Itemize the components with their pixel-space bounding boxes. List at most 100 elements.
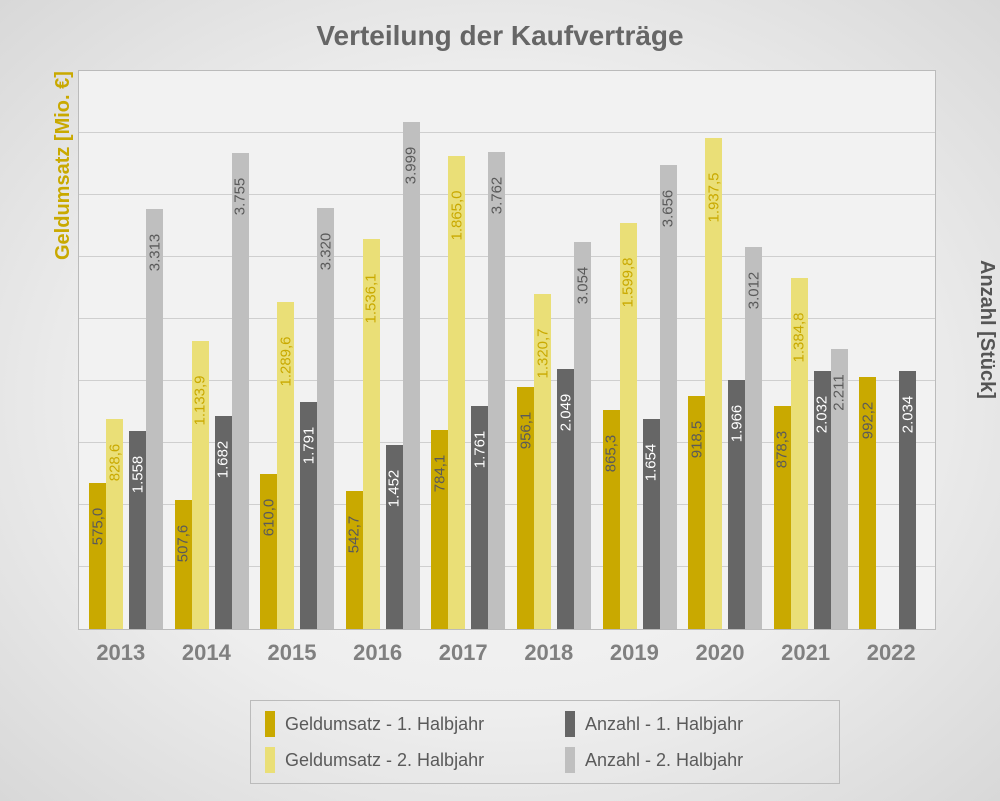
- bar-value-label: 542,7: [346, 516, 363, 554]
- bar-value-label: 3.313: [146, 234, 163, 272]
- y-axis-label-left: Geldumsatz [Mio. €]: [52, 71, 75, 260]
- x-axis-category: 2022: [848, 640, 934, 666]
- bar-value-label: 2.049: [557, 394, 574, 432]
- x-axis-category: 2021: [763, 640, 849, 666]
- bar-geldumsatz_h2: 1.599,8: [620, 223, 637, 629]
- bar-geldumsatz_h2: 1.133,9: [192, 341, 209, 629]
- bar-anzahl_h1: 1.654: [643, 419, 660, 629]
- legend-swatch: [565, 747, 575, 773]
- y-axis-label-right: Anzahl [Stück]: [975, 260, 998, 399]
- bar-value-label: 3.012: [745, 272, 762, 310]
- bar-value-label: 1.558: [129, 456, 146, 494]
- x-axis-category: 2017: [420, 640, 506, 666]
- bar-value-label: 1.536,1: [363, 274, 380, 324]
- legend-label: Geldumsatz - 2. Halbjahr: [285, 750, 484, 771]
- bar-value-label: 1.654: [643, 444, 660, 482]
- x-axis-category: 2016: [335, 640, 421, 666]
- bar-value-label: 1.452: [386, 470, 403, 508]
- legend-swatch: [265, 711, 275, 737]
- legend-item: Geldumsatz - 1. Halbjahr: [265, 711, 525, 737]
- bar-value-label: 992,2: [859, 402, 876, 440]
- bar-geldumsatz_h1: 610,0: [260, 474, 277, 629]
- bar-anzahl_h2: 3.054: [574, 242, 591, 629]
- legend-item: Geldumsatz - 2. Halbjahr: [265, 747, 525, 773]
- bar-geldumsatz_h1: 542,7: [346, 491, 363, 629]
- bar-value-label: 1.133,9: [192, 376, 209, 426]
- bar-anzahl_h2: 3.656: [660, 165, 677, 629]
- bar-value-label: 3.755: [232, 178, 249, 216]
- legend-item: Anzahl - 2. Halbjahr: [565, 747, 825, 773]
- bar-value-label: 1.791: [300, 427, 317, 465]
- bar-anzahl_h2: 3.999: [403, 122, 420, 629]
- bar-value-label: 1.966: [728, 404, 745, 442]
- bar-value-label: 828,6: [106, 444, 123, 482]
- legend-label: Anzahl - 1. Halbjahr: [585, 714, 743, 735]
- bar-value-label: 2.211: [831, 374, 848, 410]
- bar-anzahl_h1: 1.761: [471, 406, 488, 629]
- bar-value-label: 2.032: [814, 396, 831, 434]
- bar-geldumsatz_h1: 956,1: [517, 387, 534, 630]
- x-axis-category: 2013: [78, 640, 164, 666]
- bar-value-label: 575,0: [89, 508, 106, 546]
- bar-value-label: 1.682: [215, 440, 232, 478]
- bar-geldumsatz_h1: 918,5: [688, 396, 705, 629]
- bar-geldumsatz_h1: 992,2: [859, 377, 876, 629]
- bar-value-label: 956,1: [517, 411, 534, 449]
- bar-value-label: 507,6: [175, 525, 192, 563]
- bar-value-label: 1.865,0: [448, 190, 465, 240]
- bar-value-label: 3.656: [660, 190, 677, 228]
- bar-anzahl_h1: 2.032: [814, 371, 831, 629]
- bar-value-label: 1.289,6: [277, 336, 294, 386]
- x-axis-category: 2014: [164, 640, 250, 666]
- gridline: [79, 194, 935, 195]
- bar-geldumsatz_h1: 865,3: [603, 410, 620, 629]
- bar-geldumsatz_h2: 1.384,8: [791, 278, 808, 629]
- bar-geldumsatz_h2: 1.865,0: [448, 156, 465, 629]
- bar-value-label: 1.761: [471, 430, 488, 468]
- bar-anzahl_h1: 1.791: [300, 402, 317, 629]
- bar-anzahl_h1: 2.049: [557, 369, 574, 629]
- legend-swatch: [565, 711, 575, 737]
- bar-value-label: 610,0: [260, 499, 277, 537]
- bar-geldumsatz_h1: 878,3: [774, 406, 791, 629]
- bar-value-label: 3.054: [574, 266, 591, 304]
- chart-title: Verteilung der Kaufverträge: [0, 20, 1000, 52]
- bar-value-label: 784,1: [431, 455, 448, 493]
- bar-geldumsatz_h1: 575,0: [89, 483, 106, 629]
- bar-value-label: 865,3: [603, 434, 620, 472]
- bar-anzahl_h1: 1.558: [129, 431, 146, 629]
- gridline: [79, 256, 935, 257]
- x-axis-category: 2018: [506, 640, 592, 666]
- gridline: [79, 132, 935, 133]
- bar-value-label: 1.320,7: [534, 329, 551, 379]
- bar-geldumsatz_h1: 784,1: [431, 430, 448, 629]
- chart-legend: Geldumsatz - 1. Halbjahr Anzahl - 1. Halb…: [250, 700, 840, 784]
- bar-value-label: 918,5: [688, 421, 705, 459]
- bar-geldumsatz_h1: 507,6: [175, 500, 192, 629]
- bar-anzahl_h1: 1.452: [386, 445, 403, 629]
- bar-geldumsatz_h2: 1.320,7: [534, 294, 551, 629]
- legend-label: Geldumsatz - 1. Halbjahr: [285, 714, 484, 735]
- bar-value-label: 1.599,8: [620, 258, 637, 308]
- bar-value-label: 3.762: [488, 177, 505, 215]
- bar-value-label: 878,3: [774, 431, 791, 469]
- bar-geldumsatz_h2: 828,6: [106, 419, 123, 629]
- legend-label: Anzahl - 2. Halbjahr: [585, 750, 743, 771]
- legend-item: Anzahl - 1. Halbjahr: [565, 711, 825, 737]
- bar-anzahl_h2: 3.320: [317, 208, 334, 629]
- bar-value-label: 2.034: [899, 396, 916, 434]
- bar-anzahl_h2: 3.762: [488, 152, 505, 629]
- bar-anzahl_h2: 2.211: [831, 349, 848, 629]
- bar-value-label: 3.999: [403, 147, 420, 185]
- bar-geldumsatz_h2: 1.289,6: [277, 302, 294, 629]
- bar-value-label: 3.320: [317, 233, 334, 271]
- bar-value-label: 1.384,8: [791, 312, 808, 362]
- legend-swatch: [265, 747, 275, 773]
- bar-anzahl_h1: 1.966: [728, 380, 745, 629]
- bar-anzahl_h2: 3.755: [232, 153, 249, 629]
- bar-anzahl_h2: 3.313: [146, 209, 163, 629]
- chart-plot-area: 575,0 828,6 1.558 3.313 507,6 1.133,9 1.682 3.7…: [78, 70, 936, 630]
- bar-anzahl_h2: 3.012: [745, 247, 762, 629]
- x-axis-category: 2020: [677, 640, 763, 666]
- x-axis-category: 2019: [592, 640, 678, 666]
